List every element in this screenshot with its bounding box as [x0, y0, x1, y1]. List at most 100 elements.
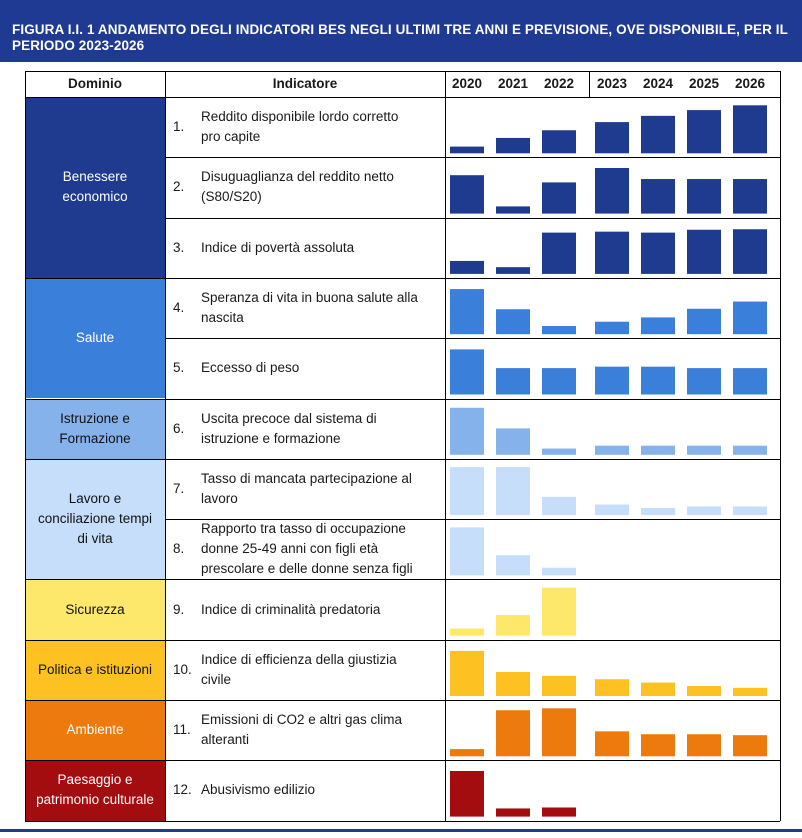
domain-cell-4: Lavoro e conciliazione tempi di vita [25, 458, 165, 580]
bar-6-2023 [595, 445, 629, 455]
domain-label: Istruzione e Formazione [59, 409, 130, 449]
bar-4-2021 [496, 309, 530, 335]
indicator-number: 6. [173, 420, 185, 436]
indicator-label-line: lavoro [201, 490, 238, 506]
bar-10-2022 [542, 675, 576, 696]
domain-label: Ambiente [66, 720, 123, 740]
domain-label: Paesaggio e patrimonio culturale [36, 770, 154, 810]
domain-label-line: conciliazione tempi [37, 511, 153, 527]
bar-2-2024 [641, 179, 675, 214]
indicator-label: Indice di criminalità predatoria [201, 579, 443, 639]
bar-12-2021 [496, 808, 530, 817]
bar-10-2021 [496, 672, 530, 696]
indicator-label-line: nascita [201, 310, 244, 326]
domain-label: Salute [76, 328, 114, 348]
bar-6-2026 [733, 445, 767, 455]
row-border-7 [165, 519, 780, 521]
bar-1-2021 [496, 137, 530, 154]
header-domain: Dominio [68, 76, 122, 91]
row-border-3 [165, 277, 780, 279]
bar-5-2024 [641, 366, 675, 395]
indicator-label-line: Rapporto tra tasso di occupazione [201, 521, 406, 537]
indicator-label: Uscita precoce dal sistema di istruzione … [201, 399, 443, 459]
bar-5-2022 [542, 368, 576, 395]
bar-5-2023 [595, 366, 629, 395]
bar-3-2025 [687, 229, 721, 274]
bar-7-2021 [496, 467, 530, 516]
bar-5-2026 [733, 368, 767, 395]
table-top-border [25, 71, 780, 72]
row-border-4 [165, 338, 780, 340]
indicator-label-line: donne 25-49 anni con figli età [201, 541, 379, 557]
row-border-8 [165, 579, 780, 581]
bar-4-2020 [450, 289, 484, 335]
indicator-label-line: (S80/S20) [201, 189, 262, 205]
indicator-label: Indice di efficienza della giustizia civi… [201, 640, 443, 700]
indicator-number: 4. [173, 300, 185, 316]
indicator-number: 9. [173, 601, 185, 617]
domain-label-line: Sicurezza [65, 601, 125, 617]
indicator-number: 7. [173, 480, 185, 496]
bar-6-2024 [641, 445, 675, 455]
domain-label-line: Istruzione e [60, 410, 130, 426]
bar-3-2024 [641, 232, 675, 274]
domain-border-3 [25, 458, 165, 460]
indicator-label-line: pro capite [201, 129, 261, 145]
indicator-label-line: Emissioni di CO2 e altri gas clima [201, 712, 403, 728]
domain-label-line: economico [62, 189, 128, 205]
bar-1-2023 [595, 122, 629, 154]
row-border-9 [165, 639, 780, 641]
bar-11-2024 [641, 734, 675, 757]
indicator-number: 12. [173, 782, 192, 798]
domain-border-1 [25, 277, 165, 279]
bar-9-2020 [450, 628, 484, 636]
header-year-2020: 2020 [451, 76, 483, 91]
bar-3-2021 [496, 267, 530, 274]
indicator-number: 2. [173, 179, 185, 195]
domain-label-line: Benessere [62, 169, 128, 185]
bar-10-2023 [595, 679, 629, 696]
indicator-label: Speranza di vita in buona salute alla nas… [201, 278, 443, 338]
column-border-2 [445, 71, 446, 821]
bar-11-2023 [595, 731, 629, 757]
bar-11-2022 [542, 708, 576, 757]
indicator-number: 11. [173, 722, 191, 738]
bar-12-2020 [450, 771, 484, 817]
bar-7-2022 [542, 496, 576, 516]
indicator-number: 3. [173, 239, 185, 255]
bar-11-2021 [496, 710, 530, 757]
domain-border-7 [25, 760, 165, 762]
domain-label: Politica e istituzioni [38, 660, 152, 680]
row-border-6 [165, 458, 780, 460]
bar-3-2023 [595, 231, 629, 274]
domain-cell-1: Benessere economico [25, 97, 165, 278]
bar-9-2021 [496, 615, 530, 636]
bar-5-2025 [687, 368, 721, 395]
bottom-rule [0, 829, 802, 832]
bar-7-2025 [687, 506, 721, 516]
indicator-number: 1. [173, 119, 185, 135]
indicator-label-line: Eccesso di peso [201, 360, 300, 376]
bar-8-2021 [496, 555, 530, 576]
row-border-11 [165, 760, 780, 762]
indicator-label: Rapporto tra tasso di occupazione donne 2… [201, 519, 443, 579]
column-border-1 [165, 71, 166, 821]
bar-6-2021 [496, 428, 530, 455]
bar-7-2023 [595, 504, 629, 516]
indicator-label: Reddito disponibile lordo corretto pro ca… [201, 97, 443, 157]
bar-11-2020 [450, 749, 484, 757]
bar-10-2026 [733, 687, 767, 696]
bar-5-2020 [450, 349, 484, 395]
domain-cell-3: Istruzione e Formazione [25, 398, 165, 459]
row-border-2 [165, 217, 780, 219]
domain-cell-6: Politica e istituzioni [25, 639, 165, 700]
figure-title: FIGURA I.I. 1 ANDAMENTO DEGLI INDICATORI… [0, 0, 802, 62]
header-year-2025: 2025 [688, 76, 720, 91]
bar-10-2025 [687, 685, 721, 696]
domain-label-line: Formazione [59, 430, 131, 446]
row-border-1 [165, 157, 780, 159]
indicator-label: Disuguaglianza del reddito netto (S80/S20… [201, 157, 443, 217]
bar-4-2026 [733, 301, 767, 335]
indicator-number: 8. [173, 541, 185, 557]
